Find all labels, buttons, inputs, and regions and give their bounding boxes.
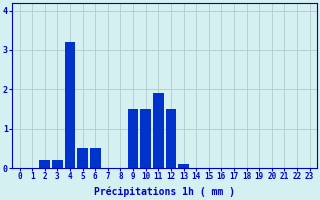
X-axis label: Précipitations 1h ( mm ): Précipitations 1h ( mm )	[94, 187, 235, 197]
Bar	[153, 93, 164, 168]
Bar	[165, 109, 176, 168]
Bar	[178, 164, 189, 168]
Bar	[39, 160, 50, 168]
Bar	[90, 148, 100, 168]
Bar	[52, 160, 63, 168]
Bar	[140, 109, 151, 168]
Bar	[128, 109, 139, 168]
Bar	[77, 148, 88, 168]
Bar	[65, 42, 75, 168]
